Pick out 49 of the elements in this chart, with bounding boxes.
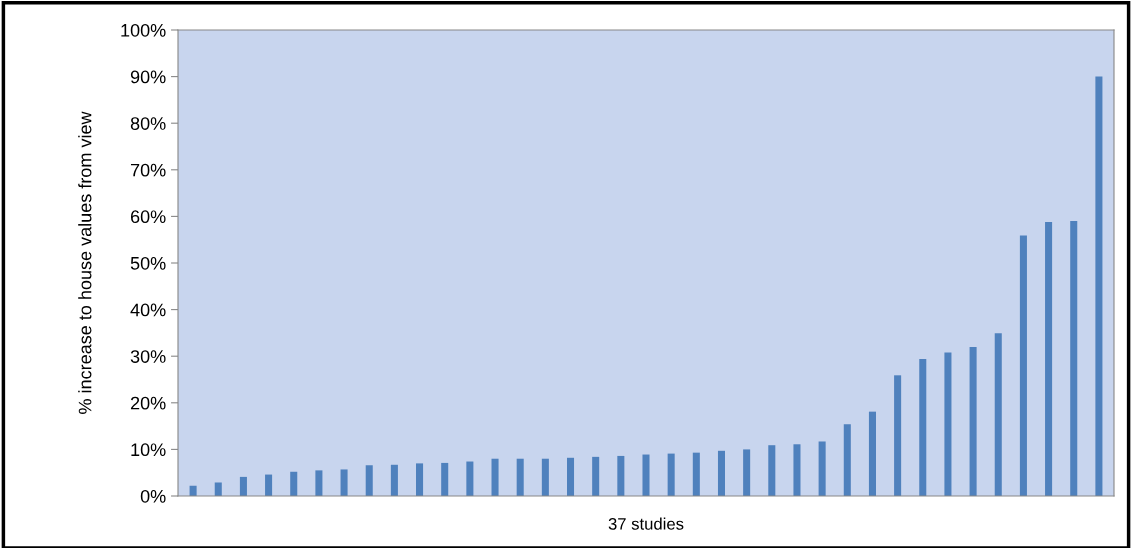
bar (239, 476, 247, 496)
y-tick-label: 90% (130, 70, 166, 84)
y-tick-label: 50% (130, 256, 166, 270)
bar (969, 346, 977, 496)
bar (1070, 221, 1078, 496)
bar (516, 458, 524, 496)
bar (743, 449, 751, 496)
bar (793, 444, 801, 496)
bar (692, 452, 700, 496)
bar (340, 469, 348, 496)
bar (315, 470, 323, 496)
y-tick-label: 40% (130, 303, 166, 317)
bar (944, 352, 952, 496)
bar (642, 454, 650, 496)
y-axis-title: % increase to house values from view (78, 111, 92, 414)
bar (566, 457, 575, 496)
bar (390, 464, 398, 496)
bar (214, 482, 222, 496)
bar (592, 456, 600, 496)
bar (919, 359, 927, 496)
bar (868, 411, 876, 496)
bar (818, 441, 826, 496)
bar (1045, 221, 1053, 496)
y-tick-label: 10% (131, 443, 166, 457)
bar (768, 445, 776, 496)
bar (994, 333, 1002, 496)
bar (1019, 235, 1027, 496)
bar (416, 463, 424, 496)
bar (290, 471, 298, 496)
y-tick-label: 20% (130, 396, 166, 410)
x-axis-title: 37 studies (608, 517, 684, 530)
bar (843, 424, 851, 496)
y-tick-label: 80% (130, 117, 166, 130)
bar (1095, 76, 1103, 496)
y-tick-label: 70% (130, 163, 166, 177)
y-tick-label: 30% (130, 350, 166, 363)
y-tick-label: 60% (130, 210, 166, 224)
bar (466, 461, 474, 496)
bar (894, 375, 902, 496)
bar (717, 450, 726, 496)
y-tick-label: 100% (121, 23, 166, 37)
y-tick-label: 0% (140, 489, 166, 503)
bar (667, 453, 675, 496)
bar (265, 474, 273, 496)
bar (365, 465, 373, 496)
bar (617, 455, 625, 496)
bar (541, 458, 549, 496)
bar (491, 458, 499, 496)
bar (441, 462, 449, 496)
